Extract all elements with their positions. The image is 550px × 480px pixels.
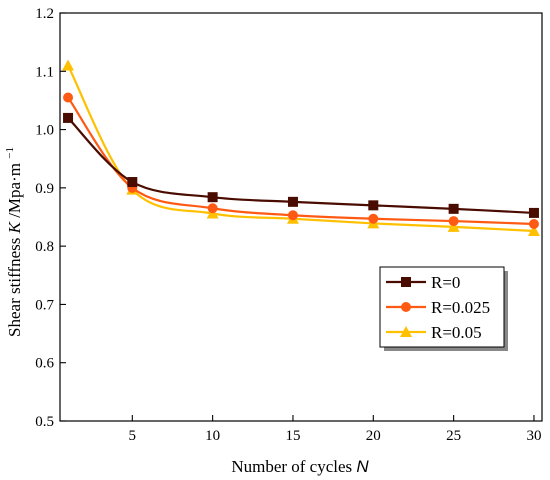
y-axis-unit: /Mpa·m — [5, 163, 24, 218]
data-point — [207, 192, 218, 203]
y-axis-unit-exponent: −1 — [4, 147, 16, 159]
series-line — [67, 96, 535, 226]
y-tick-label: 0.9 — [35, 181, 54, 197]
axes: 5 10 15 20 25 30 0.5 0.6 0.7 0.8 0.9 1.0 1.1 1.2 — [35, 6, 543, 444]
legend-swatch-marker — [401, 277, 411, 287]
data-point — [368, 200, 379, 211]
y-tick-label: 1.2 — [35, 6, 54, 22]
x-axis-variable: N — [356, 457, 369, 476]
series-R=0 — [63, 112, 539, 218]
y-tick-label: 0.5 — [35, 414, 54, 430]
x-tick-label: 20 — [366, 428, 381, 444]
data-point — [63, 112, 74, 123]
legend-label: R=0.025 — [431, 298, 490, 317]
legend-item: R=0 — [386, 273, 460, 292]
x-tick-label: 5 — [129, 428, 137, 444]
x-tick-label: 10 — [205, 428, 220, 444]
y-axis-variable: K — [5, 220, 24, 234]
legend-item: R=0.05 — [386, 323, 482, 342]
data-point — [207, 203, 218, 214]
plot-frame — [59, 12, 543, 422]
data-point — [287, 210, 298, 221]
data-point — [287, 196, 298, 207]
data-point — [528, 218, 539, 229]
y-tick-label: 1.0 — [35, 123, 54, 139]
series-layer — [62, 59, 540, 236]
x-tick-label: 15 — [285, 428, 300, 444]
legend-swatch-marker — [400, 326, 412, 337]
data-point — [62, 59, 75, 71]
legend-label: R=0 — [431, 273, 460, 292]
data-point — [527, 224, 540, 236]
x-tick-label: 30 — [526, 428, 541, 444]
x-axis-label-text: Number of cycles — [231, 457, 352, 476]
data-point — [448, 203, 459, 214]
y-tick-label: 0.8 — [35, 239, 54, 255]
legend-label: R=0.05 — [431, 323, 482, 342]
data-point — [447, 220, 460, 232]
y-axis-label-text: Shear stiffness — [5, 238, 24, 337]
x-tick-label: 25 — [446, 428, 461, 444]
y-tick-label: 0.7 — [35, 297, 54, 313]
legend-swatch-marker — [401, 302, 411, 312]
data-point — [528, 207, 539, 218]
series-line — [67, 117, 535, 215]
data-point — [448, 216, 459, 227]
data-point — [63, 92, 74, 103]
y-axis-title: Shear stiffness K /Mpa·m −1 — [4, 147, 24, 337]
series-line — [67, 64, 535, 233]
data-point — [368, 213, 379, 224]
legend-item: R=0.025 — [386, 298, 490, 317]
y-tick-label: 0.6 — [35, 356, 54, 372]
x-axis-title: Number of cycles N — [231, 457, 369, 476]
y-tick-label: 1.1 — [35, 64, 54, 80]
data-point — [127, 177, 138, 188]
legend: R=0 R=0.025 R=0.05 — [379, 266, 508, 351]
